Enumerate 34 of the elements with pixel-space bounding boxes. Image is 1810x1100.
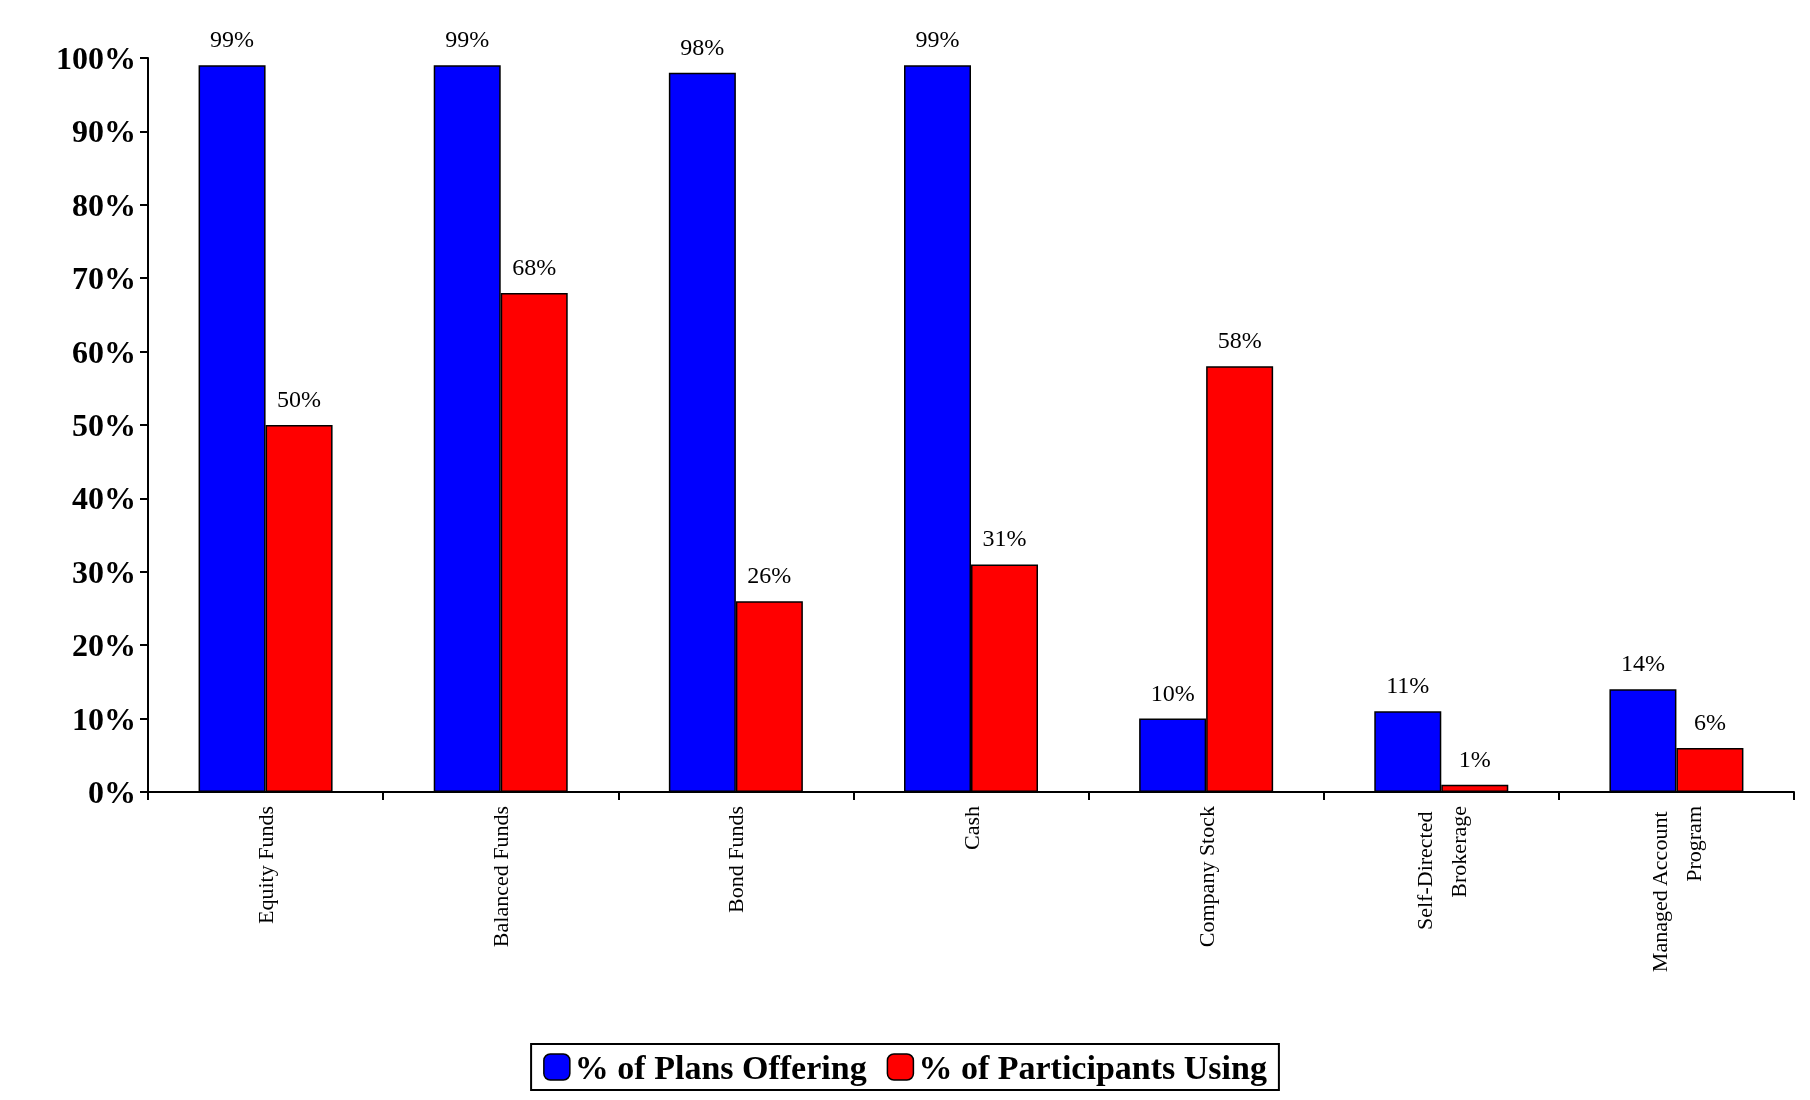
y-tick-label: 50% — [72, 407, 136, 443]
y-tick-label: 80% — [72, 186, 136, 223]
data-label: 26% — [747, 562, 792, 589]
x-tick-label: Managed Account Program — [1646, 806, 1706, 973]
data-label: 6% — [1693, 708, 1726, 735]
y-tick-label: 10% — [72, 700, 136, 737]
y-tick-label: 20% — [72, 627, 136, 664]
data-label: 31% — [982, 525, 1027, 552]
y-tick-label: 90% — [72, 113, 136, 150]
data-label: 99% — [210, 26, 255, 53]
x-tick-label: Company Stock — [1193, 806, 1219, 948]
x-tick-label: Balanced Funds — [488, 806, 514, 948]
data-label: 99% — [445, 26, 490, 53]
data-label: 1% — [1458, 745, 1491, 772]
y-tick-label: 60% — [72, 333, 136, 370]
y-tick-label: 70% — [72, 260, 136, 297]
data-label: 10% — [1150, 679, 1195, 706]
legend-label: % of Plans Offering — [574, 1048, 867, 1086]
data-label: 68% — [512, 253, 557, 280]
y-tick-label: 30% — [72, 553, 136, 590]
x-tick-label: Equity Funds — [253, 806, 279, 924]
data-label: 99% — [915, 26, 960, 53]
legend-label: % of Participants Using — [918, 1048, 1267, 1086]
y-tick-label: 0% — [88, 774, 136, 810]
data-label: 14% — [1620, 650, 1665, 677]
data-label: 98% — [680, 33, 725, 60]
y-tick-label: 100% — [56, 40, 136, 76]
data-label: 50% — [277, 386, 322, 412]
x-tick-label: Bond Funds — [723, 806, 749, 913]
y-tick-label: 40% — [72, 480, 136, 517]
x-tick-label: Cash — [958, 806, 984, 850]
data-label: 58% — [1217, 327, 1262, 354]
x-tick-label: Self-Directed Brokerage — [1411, 806, 1471, 930]
data-label: 11% — [1386, 672, 1430, 699]
